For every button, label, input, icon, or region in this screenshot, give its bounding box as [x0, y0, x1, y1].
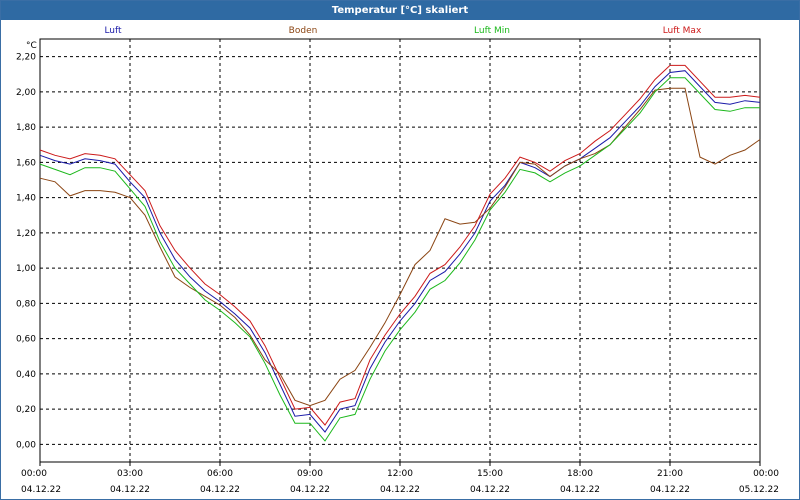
- x-tick-time: 00:00: [753, 469, 779, 479]
- x-tick-time: 00:00: [21, 469, 47, 479]
- series-lines: [39, 64, 761, 442]
- x-tick-time: 03:00: [117, 469, 143, 479]
- y-tick-label: 0,60: [16, 335, 36, 345]
- legend-entry-3: Luft Max: [663, 26, 702, 36]
- series-line-1: [39, 87, 761, 407]
- x-tick-date: 04.12.22: [200, 485, 240, 495]
- x-axis-ticks: 00:00 04.12.22 03:00 04.12.22 06:00 04.12.22 0…: [21, 462, 779, 495]
- y-tick-label: 1,80: [16, 123, 36, 133]
- y-tick-label: 0,00: [16, 440, 36, 450]
- legend: Luft Boden Luft Min Luft Max: [104, 26, 702, 36]
- x-tick-date: 04.12.22: [470, 485, 510, 495]
- y-tick-label: 1,00: [16, 264, 36, 274]
- series-line-0: [39, 70, 761, 433]
- y-tick-label: 1,20: [16, 229, 36, 239]
- x-tick-date: 05.12.22: [739, 485, 779, 495]
- x-tick-time: 06:00: [207, 469, 233, 479]
- chart-title: Temperatur [°C] skaliert: [1, 1, 799, 20]
- grid-lines: [40, 39, 760, 462]
- y-tick-label: 2,00: [16, 88, 36, 98]
- y-tick-label: 2,20: [16, 53, 36, 63]
- x-tick-date: 04.12.22: [560, 485, 600, 495]
- y-tick-label: 0,40: [16, 370, 36, 380]
- legend-entry-1: Boden: [289, 26, 318, 36]
- x-tick-date: 04.12.22: [290, 485, 330, 495]
- x-tick-time: 12:00: [387, 469, 413, 479]
- x-tick-date: 04.12.22: [380, 485, 420, 495]
- legend-entry-0: Luft: [104, 26, 122, 36]
- legend-entry-2: Luft Min: [474, 26, 510, 36]
- x-tick-time: 09:00: [297, 469, 323, 479]
- x-tick-date: 04.12.22: [110, 485, 150, 495]
- y-axis-ticks: 0,00 0,20 0,40 0,60 0,80 1,00 1,20 1,40 1,60 1,80…: [16, 53, 36, 451]
- y-tick-label: 0,20: [16, 405, 36, 415]
- x-tick-time: 21:00: [657, 469, 683, 479]
- y-axis-unit: °C: [26, 41, 37, 51]
- x-tick-date: 04.12.22: [21, 485, 61, 495]
- y-tick-label: 1,60: [16, 158, 36, 168]
- y-tick-label: 1,40: [16, 194, 36, 204]
- x-tick-time: 18:00: [567, 469, 593, 479]
- series-line-3: [39, 64, 761, 426]
- y-tick-label: 0,80: [16, 299, 36, 309]
- x-tick-time: 15:00: [477, 469, 503, 479]
- x-tick-date: 04.12.22: [650, 485, 690, 495]
- series-line-2: [39, 77, 760, 442]
